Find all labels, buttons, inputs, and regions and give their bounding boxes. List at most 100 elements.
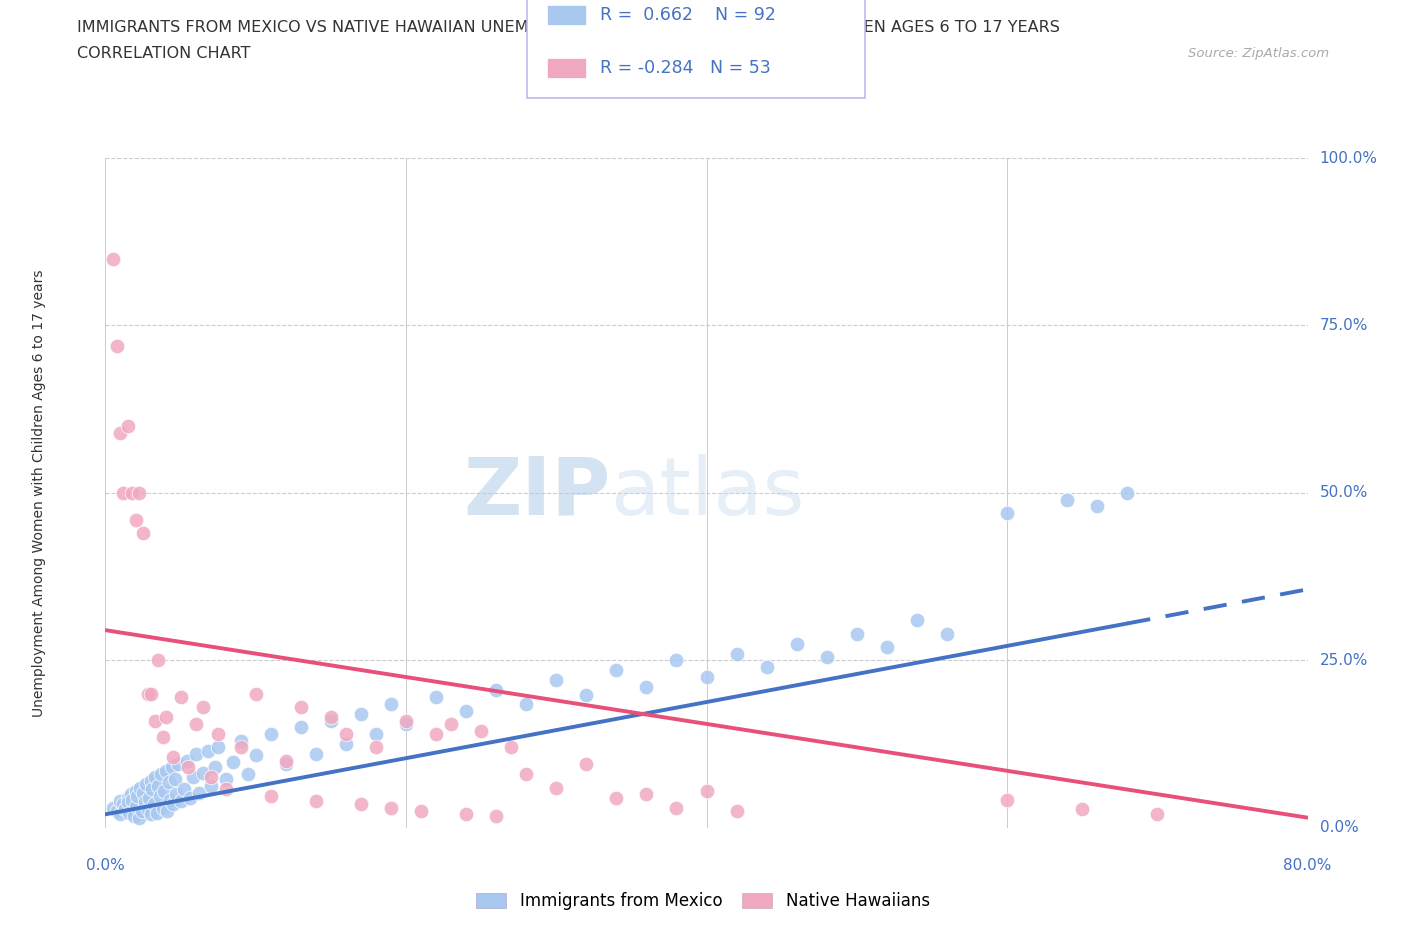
Text: 0.0%: 0.0% bbox=[86, 857, 125, 873]
Point bbox=[395, 716, 418, 731]
Point bbox=[425, 726, 447, 741]
Text: R =  0.662    N = 92: R = 0.662 N = 92 bbox=[600, 6, 776, 24]
Point bbox=[575, 757, 598, 772]
Point bbox=[995, 506, 1018, 521]
Point bbox=[207, 726, 229, 741]
Point bbox=[132, 525, 155, 540]
Point bbox=[117, 418, 139, 433]
Point bbox=[163, 772, 186, 787]
Point bbox=[1085, 498, 1108, 513]
Text: 50.0%: 50.0% bbox=[1320, 485, 1368, 500]
Point bbox=[204, 760, 226, 775]
Point bbox=[636, 680, 658, 695]
Point bbox=[141, 781, 163, 796]
Point bbox=[665, 653, 688, 668]
Point bbox=[114, 802, 136, 817]
Point bbox=[636, 787, 658, 802]
Point bbox=[605, 663, 627, 678]
Point bbox=[515, 766, 537, 781]
Point bbox=[112, 797, 135, 812]
Point bbox=[409, 804, 432, 818]
Point bbox=[214, 781, 236, 796]
Point bbox=[245, 748, 267, 763]
Point bbox=[350, 797, 373, 812]
Point bbox=[696, 670, 718, 684]
Point bbox=[245, 686, 267, 701]
Point bbox=[122, 808, 145, 823]
Point bbox=[179, 790, 201, 805]
Point bbox=[470, 724, 492, 738]
Point bbox=[876, 640, 898, 655]
Point bbox=[153, 783, 176, 798]
Point bbox=[165, 787, 187, 802]
Text: IMMIGRANTS FROM MEXICO VS NATIVE HAWAIIAN UNEMPLOYMENT AMONG WOMEN WITH CHILDREN: IMMIGRANTS FROM MEXICO VS NATIVE HAWAIIA… bbox=[77, 20, 1060, 35]
Text: 100.0%: 100.0% bbox=[1320, 151, 1378, 166]
Text: 0.0%: 0.0% bbox=[1320, 820, 1358, 835]
Point bbox=[786, 636, 808, 651]
Point bbox=[110, 425, 132, 440]
Point bbox=[364, 726, 387, 741]
Point bbox=[905, 613, 928, 628]
Point bbox=[305, 747, 328, 762]
Point bbox=[725, 646, 748, 661]
Point bbox=[238, 766, 260, 781]
Point bbox=[454, 807, 477, 822]
Legend: Immigrants from Mexico, Native Hawaiians: Immigrants from Mexico, Native Hawaiians bbox=[470, 885, 936, 917]
Point bbox=[546, 673, 568, 688]
Point bbox=[139, 807, 162, 822]
Point bbox=[124, 512, 146, 527]
Point bbox=[124, 783, 146, 798]
Point bbox=[395, 713, 418, 728]
Point bbox=[260, 726, 283, 741]
Text: atlas: atlas bbox=[610, 454, 804, 532]
Point bbox=[200, 770, 222, 785]
Point bbox=[229, 740, 252, 755]
Point bbox=[128, 485, 150, 500]
Point bbox=[485, 683, 508, 698]
Point bbox=[755, 659, 778, 674]
Point bbox=[125, 788, 148, 803]
Point bbox=[152, 800, 174, 815]
Point bbox=[364, 740, 387, 755]
Text: 80.0%: 80.0% bbox=[1284, 857, 1331, 873]
Point bbox=[118, 805, 141, 820]
Point bbox=[138, 790, 160, 805]
Point bbox=[156, 804, 179, 818]
Point bbox=[146, 653, 169, 668]
Point bbox=[117, 795, 139, 810]
Point bbox=[725, 804, 748, 818]
Point bbox=[485, 808, 508, 823]
Point bbox=[380, 800, 402, 815]
Point bbox=[319, 713, 342, 728]
Point bbox=[120, 787, 142, 802]
Point bbox=[162, 797, 184, 812]
Text: 75.0%: 75.0% bbox=[1320, 318, 1368, 333]
Point bbox=[136, 802, 159, 817]
Point bbox=[290, 699, 312, 714]
Point bbox=[187, 786, 209, 801]
Point bbox=[134, 795, 156, 810]
Point bbox=[143, 713, 166, 728]
Point bbox=[107, 804, 129, 818]
Point bbox=[696, 783, 718, 798]
Point bbox=[107, 339, 129, 353]
Point bbox=[191, 699, 214, 714]
Point bbox=[1071, 802, 1094, 817]
Point bbox=[515, 697, 537, 711]
Point bbox=[222, 754, 245, 769]
Point bbox=[995, 792, 1018, 807]
Point bbox=[155, 710, 177, 724]
Point bbox=[173, 781, 195, 796]
Point bbox=[155, 764, 177, 778]
Point bbox=[454, 703, 477, 718]
Point bbox=[157, 775, 180, 790]
Point bbox=[139, 686, 162, 701]
Point bbox=[169, 690, 191, 705]
Point bbox=[121, 485, 143, 500]
Point bbox=[176, 753, 198, 768]
Point bbox=[1146, 807, 1168, 822]
Point bbox=[162, 750, 184, 764]
Point bbox=[319, 710, 342, 724]
Point bbox=[159, 792, 181, 807]
Point bbox=[274, 757, 297, 772]
